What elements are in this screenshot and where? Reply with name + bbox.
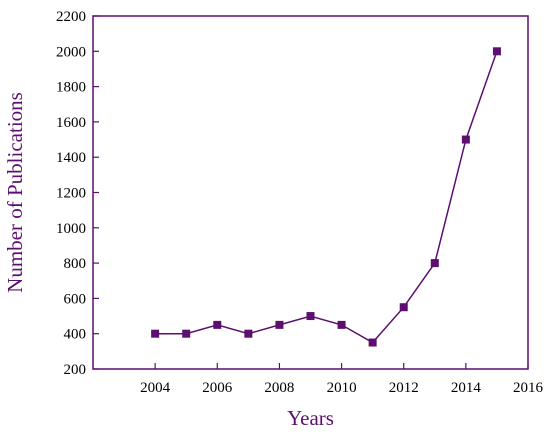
y-axis-ticks: 200 400 600 800 1000 1200 1400 1600 1800 2000 2200 (56, 9, 99, 378)
data-point (492, 47, 501, 56)
data-point (306, 312, 315, 321)
y-tick-label: 1000 (56, 221, 86, 237)
data-point (430, 259, 439, 268)
x-axis-title: Years (287, 406, 334, 430)
x-axis-ticks: 2004 2006 2008 2010 2012 2014 2016 (140, 363, 544, 396)
y-tick-label: 600 (64, 291, 87, 307)
x-tick-label: 2010 (327, 380, 357, 396)
x-tick-label: 2006 (202, 380, 233, 396)
y-tick-label: 2200 (56, 9, 86, 25)
y-tick-label: 200 (64, 362, 87, 378)
y-tick-label: 800 (64, 256, 87, 272)
series-line (155, 51, 498, 344)
series-layer (151, 47, 501, 347)
data-point (337, 320, 346, 329)
x-tick-label: 2008 (264, 380, 294, 396)
x-tick-label: 2014 (451, 380, 482, 396)
data-point (213, 320, 222, 329)
y-tick-label: 1800 (56, 80, 86, 96)
data-point (151, 329, 160, 338)
data-point (461, 135, 470, 144)
data-point (368, 338, 377, 347)
y-axis-title: Number of Publications (3, 92, 27, 293)
x-tick-label: 2004 (140, 380, 171, 396)
y-tick-label: 1400 (56, 150, 86, 166)
data-point (275, 320, 284, 329)
data-point (182, 329, 191, 338)
data-point (399, 303, 408, 312)
data-point (244, 329, 253, 338)
x-tick-label: 2012 (389, 380, 419, 396)
y-tick-label: 400 (64, 327, 87, 343)
y-tick-label: 2000 (56, 44, 86, 60)
x-tick-label: 2016 (513, 380, 544, 396)
y-tick-label: 1600 (56, 115, 86, 131)
y-tick-label: 1200 (56, 186, 86, 202)
